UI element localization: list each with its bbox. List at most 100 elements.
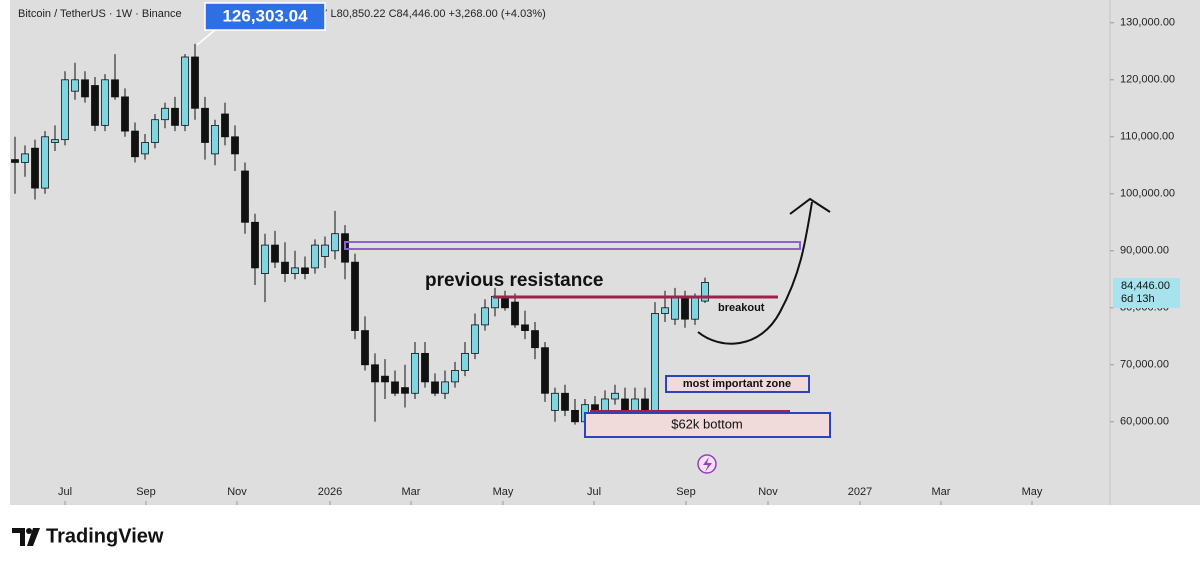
y-tick-label: 60,000.00 — [1120, 416, 1169, 428]
candle-body — [391, 381, 399, 394]
candle-body — [371, 364, 379, 383]
candle-body — [451, 370, 459, 383]
logo-dot — [26, 528, 32, 534]
candle-body — [211, 124, 219, 155]
candle-body — [401, 387, 409, 394]
high-label: 126,303.04 — [222, 6, 308, 25]
logo-mark — [27, 528, 40, 546]
brand-logo — [12, 528, 40, 546]
annotation: previous resistance — [425, 270, 603, 291]
candle-body — [21, 153, 29, 163]
important-zone-box — [665, 375, 810, 393]
candle-body — [671, 295, 679, 320]
y-tick-label: 120,000.00 — [1120, 74, 1175, 86]
resistance-band — [344, 241, 801, 250]
candle-body — [521, 324, 529, 331]
projection-curve — [697, 201, 813, 345]
candle-body — [551, 392, 559, 411]
candle-body — [131, 130, 139, 158]
candle-body — [121, 96, 129, 132]
candle-body — [411, 352, 419, 394]
candle-body — [111, 79, 119, 98]
price-label: 84,446.00 — [1121, 280, 1170, 292]
candle-body — [571, 409, 579, 423]
candle-body — [481, 307, 489, 326]
y-tick-label: 130,000.00 — [1120, 17, 1175, 29]
candle-body — [321, 244, 329, 257]
candle-body — [471, 324, 479, 354]
candle-body — [71, 79, 79, 92]
candle-body — [231, 136, 239, 155]
y-tick-label: 100,000.00 — [1120, 188, 1175, 200]
y-tick-label: 70,000.00 — [1120, 359, 1169, 371]
candle-body — [201, 107, 209, 143]
candle-body — [241, 170, 249, 223]
x-tick-label: Jul — [587, 486, 601, 498]
x-tick-label: Sep — [136, 486, 156, 498]
candle-body — [311, 244, 319, 269]
candle-body — [261, 244, 269, 274]
x-tick-label: Sep — [676, 486, 696, 498]
candle-body — [181, 56, 189, 126]
candle-body — [221, 113, 229, 138]
candle-body — [441, 381, 449, 394]
candle-body — [31, 147, 39, 189]
x-tick-label: May — [493, 486, 514, 498]
x-tick-label: 2026 — [318, 486, 342, 498]
candle-body — [41, 136, 49, 189]
logo-mark — [12, 528, 25, 546]
candle-body — [681, 295, 689, 320]
arrow-head — [789, 197, 831, 215]
candle-body — [141, 142, 149, 155]
candle-body — [701, 282, 709, 302]
candle-body — [291, 267, 299, 274]
candle-body — [191, 56, 199, 109]
candle-body — [691, 295, 699, 320]
x-tick-label: Nov — [758, 486, 778, 498]
candle-body — [331, 233, 339, 252]
candle-body — [271, 244, 279, 263]
candle-body — [461, 352, 469, 371]
candle-body — [601, 398, 609, 411]
candle-body — [351, 261, 359, 331]
x-tick-label: 2027 — [848, 486, 872, 498]
candle-body — [91, 85, 99, 126]
flash-glyph — [703, 457, 712, 472]
candle-body — [251, 221, 259, 269]
candle-body — [541, 347, 549, 394]
candle-body — [431, 381, 439, 394]
bottom-box — [584, 412, 831, 438]
candle-body — [531, 330, 539, 349]
x-tick-label: May — [1022, 486, 1043, 498]
candle-body — [621, 398, 629, 411]
candle-body — [661, 307, 669, 314]
x-tick-label: Mar — [932, 486, 951, 498]
candle-body — [381, 375, 389, 383]
candle-body — [11, 159, 19, 163]
brand: TradingView — [46, 525, 164, 547]
x-tick-label: Jul — [58, 486, 72, 498]
candle-body — [651, 313, 659, 411]
annotation: most important zone — [683, 378, 791, 390]
symbol: Bitcoin / TetherUS · 1W · Binance — [18, 8, 182, 20]
x-tick-label: Nov — [227, 486, 247, 498]
candle-body — [151, 119, 159, 143]
annotation: $62k bottom — [671, 416, 743, 431]
candle-body — [511, 301, 519, 326]
annotation: breakout — [718, 302, 765, 314]
candle-body — [61, 79, 69, 141]
x-tick-label: Mar — [402, 486, 421, 498]
candle-body — [171, 107, 179, 126]
candle-body — [161, 107, 169, 121]
candle-body — [611, 392, 619, 400]
candle-body — [561, 392, 569, 411]
candle-body — [301, 267, 309, 274]
candle-body — [361, 330, 369, 366]
candle-body — [421, 352, 429, 383]
candle-body — [81, 79, 89, 98]
candle-body — [51, 139, 59, 143]
candle-body — [591, 404, 599, 411]
y-tick-label: 90,000.00 — [1120, 245, 1169, 257]
price-tag — [1113, 278, 1180, 308]
